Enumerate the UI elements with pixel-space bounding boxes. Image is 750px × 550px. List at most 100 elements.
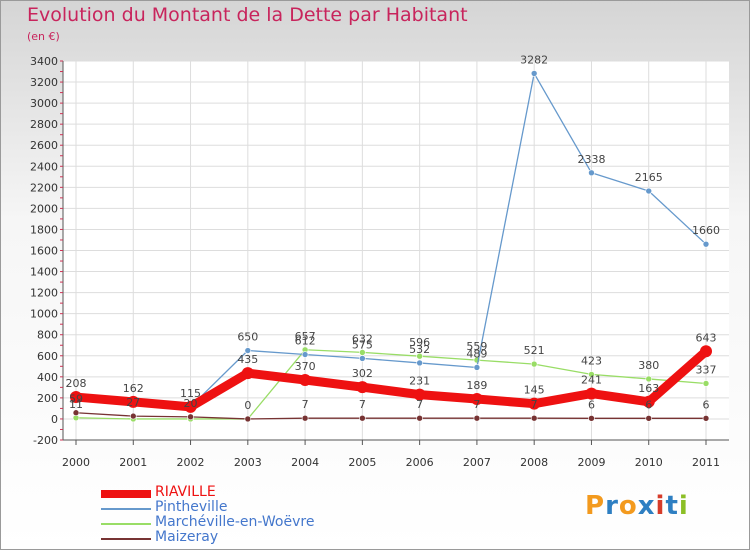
data-point [184,400,197,413]
data-label: 7 [473,398,480,411]
data-point [530,70,538,77]
legend-label-maizeray: Maizeray [155,529,219,545]
y-tick-label: 3400 [30,55,58,68]
y-tick-label: 800 [37,329,58,342]
y-tick-label: 1200 [30,287,58,300]
data-label: 59 [69,393,83,406]
y-tick-label: 400 [37,371,58,384]
legend-label-riaville: RIAVILLE [155,484,216,500]
data-point [356,381,369,394]
y-tick-label: 2600 [30,139,58,152]
y-tick-label: 2800 [30,118,58,131]
x-tick-label: 2000 [62,456,90,469]
data-point [416,359,423,367]
data-point [645,375,653,383]
data-label: 657 [295,330,316,343]
y-tick-label: 2000 [30,202,58,215]
data-label: 7 [302,398,309,411]
y-tick-label: -200 [33,434,58,447]
data-point [470,393,483,406]
logo-letter: P [585,491,606,521]
data-point [299,373,312,386]
data-point [528,397,541,410]
data-label: 2338 [577,153,605,166]
y-tick-label: 1000 [30,308,58,321]
data-label: 6 [703,398,710,411]
y-tick-label: 200 [37,392,58,405]
data-point [244,347,252,354]
data-label: 189 [466,379,487,392]
data-label: 6 [588,398,595,411]
legend-label-marcheville: Marchéville-en-Woëvre [155,514,315,530]
data-point [702,415,710,422]
logo-letter: i [655,491,666,521]
chart-unit: (en €) [27,30,60,43]
data-label: 575 [352,338,373,351]
x-tick-label: 2003 [234,456,262,469]
data-point [530,360,538,368]
y-tick-label: 3200 [30,76,58,89]
y-tick-label: 2400 [30,160,58,173]
x-tick-label: 2007 [463,456,491,469]
logo-letter: x [637,491,656,521]
data-point [413,388,426,401]
legend-item-maizeray: Maizeray [101,529,361,546]
data-label: 162 [123,382,144,395]
data-point [588,415,595,422]
data-label: 337 [696,363,717,376]
data-point [416,414,423,422]
data-label: 27 [126,396,140,409]
data-point [642,395,655,408]
data-label: 2165 [635,171,663,184]
data-point [127,395,140,408]
y-tick-label: 0 [51,413,58,426]
legend-item-pintheville: Pintheville [101,500,361,516]
data-label: 650 [237,331,258,344]
data-point [416,352,423,360]
data-label: 3282 [520,53,548,66]
y-tick-label: 600 [37,350,58,363]
x-tick-label: 2004 [291,456,319,469]
data-label: 208 [66,377,87,390]
y-tick-label: 3000 [30,97,58,110]
data-label: 163 [638,382,659,395]
y-tick-label: 1800 [30,223,58,236]
data-point [473,364,481,371]
data-label: 532 [409,343,430,356]
data-point [301,414,309,422]
data-point [70,391,82,404]
logo-letter: o [618,491,638,521]
data-label: 423 [581,354,602,367]
data-point [473,414,481,422]
series-line [189,72,707,408]
data-label: 643 [696,331,717,344]
data-label: 115 [180,387,201,400]
x-tick-label: 2006 [406,456,434,469]
data-point [588,169,595,177]
x-tick-label: 2001 [119,456,147,469]
data-point [187,413,194,421]
data-point [72,409,80,417]
x-tick-label: 2002 [177,456,205,469]
data-label: 489 [466,347,487,360]
data-label: 20 [184,397,198,410]
data-point [702,380,710,387]
data-label: 435 [237,353,258,366]
data-label: 380 [638,359,659,372]
data-label: 0 [244,399,251,412]
legend-item-riaville: RIAVILLE [101,484,361,501]
legend-item-marcheville: Marchéville-en-Woëvre [101,514,361,531]
x-tick-label: 2009 [577,456,605,469]
legend-swatch-maizeray [101,538,151,540]
data-label: 11 [69,398,83,411]
data-point [129,412,137,420]
legend: RIAVILLE Pintheville Marchéville-en-Woëv… [101,484,361,546]
data-label: 7 [359,398,366,411]
data-point [585,387,598,400]
data-label: 302 [352,367,373,380]
data-point [645,415,653,422]
data-point [359,355,366,362]
series-line [75,412,707,420]
